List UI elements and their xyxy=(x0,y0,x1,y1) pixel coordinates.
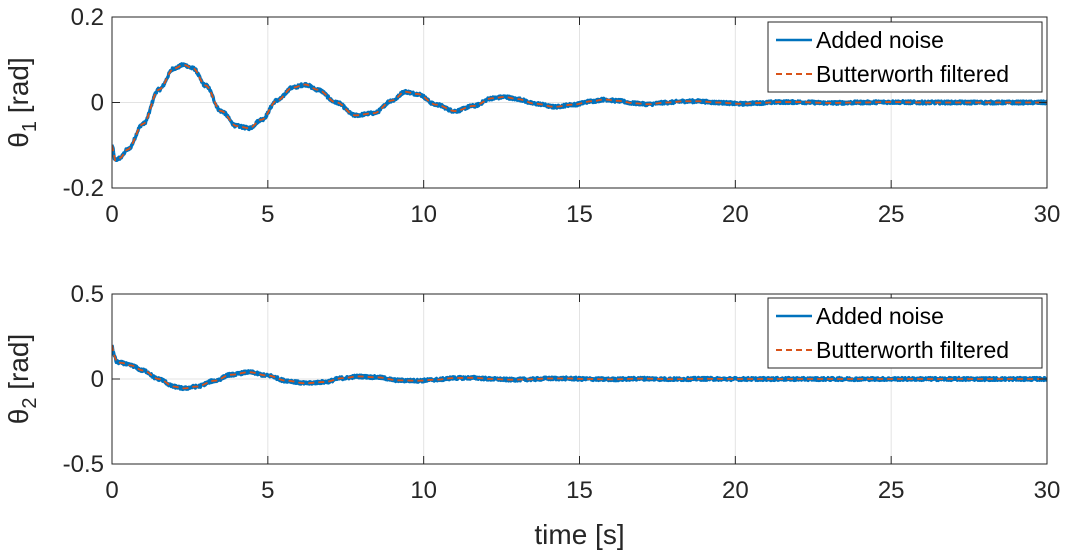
x-axis-label: time [s] xyxy=(534,519,624,550)
legend-label: Added noise xyxy=(816,27,944,53)
subplot-theta1: 0 5 10 15 20 25 30-0.200.2θ1 [rad]Added noiseB… xyxy=(3,4,1060,228)
y-tick-label: -0.5 xyxy=(63,451,104,478)
x-tick-label: 25 xyxy=(878,477,905,504)
x-tick-label: 20 xyxy=(722,201,749,228)
x-tick-label: 20 xyxy=(722,477,749,504)
legend: Added noise Butterworth filtered xyxy=(767,297,1043,369)
x-tick-label: 15 xyxy=(566,201,593,228)
x-tick-label: 15 xyxy=(566,477,593,504)
legend-label: Butterworth filtered xyxy=(816,61,1009,87)
y-tick-label: -0.2 xyxy=(63,175,104,202)
y-tick-label: 0 xyxy=(91,90,104,117)
y-tick-label: 0 xyxy=(91,366,104,393)
x-tick-label: 5 xyxy=(261,201,274,228)
legend: Added noise Butterworth filtered xyxy=(767,21,1043,93)
x-tick-label: 10 xyxy=(410,477,437,504)
legend-label: Added noise xyxy=(816,303,944,329)
series-line-butterworth xyxy=(112,63,1047,162)
subplot-theta2: 0 5 10 15 20 25 30-0.500.5θ2 [rad]time [s]Adde… xyxy=(3,281,1060,550)
x-tick-label: 5 xyxy=(261,477,274,504)
series-line-butterworth xyxy=(112,344,1047,390)
y-tick-label: 0.5 xyxy=(71,281,104,308)
x-tick-label: 0 xyxy=(105,201,118,228)
legend-box xyxy=(767,297,1043,369)
x-tick-label: 0 xyxy=(105,477,118,504)
y-axis-label: θ2 [rad] xyxy=(3,334,41,425)
x-tick-label: 30 xyxy=(1034,201,1061,228)
x-tick-label: 25 xyxy=(878,201,905,228)
y-axis-label: θ1 [rad] xyxy=(3,57,41,148)
y-tick-label: 0.2 xyxy=(71,4,104,31)
legend-box xyxy=(767,21,1043,93)
legend-label: Butterworth filtered xyxy=(816,337,1009,363)
x-tick-label: 10 xyxy=(410,201,437,228)
x-tick-label: 30 xyxy=(1034,477,1061,504)
